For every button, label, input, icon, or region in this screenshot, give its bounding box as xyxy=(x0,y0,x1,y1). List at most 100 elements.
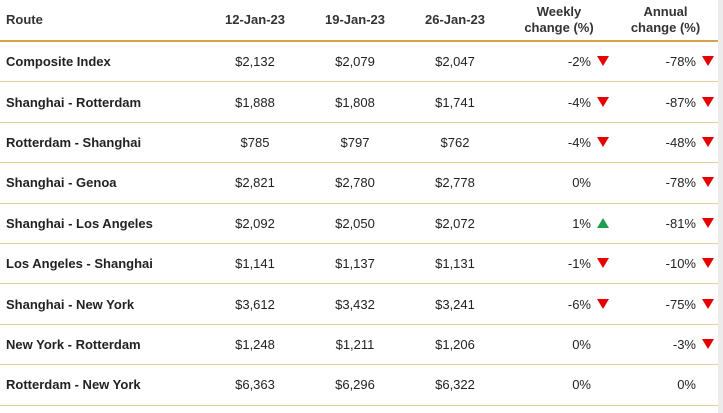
trend-arrow xyxy=(596,378,610,390)
header-text: 12-Jan-23 xyxy=(225,12,285,27)
down-arrow xyxy=(597,56,609,67)
trend-arrow xyxy=(597,217,609,228)
cell-text: $2,072 xyxy=(435,215,475,231)
trend-arrow xyxy=(596,176,610,188)
trend-arrow xyxy=(702,338,714,349)
cell-text: $2,079 xyxy=(335,54,375,70)
cell-text: $1,211 xyxy=(335,336,375,352)
table-row: Composite Index $2,132 $2,079 $2,047 -2% -78% xyxy=(0,41,718,83)
change-cell: -6% xyxy=(505,283,613,325)
route-name: Composite Index xyxy=(0,41,205,83)
rate-cell: $2,821 xyxy=(205,162,305,204)
cell-text: $1,741 xyxy=(435,94,475,110)
cell-text: $1,206 xyxy=(435,336,475,352)
change-cell: 0% xyxy=(505,364,613,406)
down-arrow xyxy=(597,258,609,269)
change-cell: -1% xyxy=(505,243,613,285)
trend-arrow xyxy=(701,378,715,390)
route-name: Shanghai - Los Angeles xyxy=(0,203,205,244)
cell-text: 1% xyxy=(572,215,591,231)
rate-cell: $1,888 xyxy=(205,81,305,123)
rate-cell: $2,132 xyxy=(205,41,305,83)
cell-text: $2,778 xyxy=(435,175,475,191)
rate-cell: $2,079 xyxy=(305,41,405,83)
rate-cell: $2,047 xyxy=(405,41,505,83)
cell-text: $1,248 xyxy=(235,336,275,352)
cell-text: -2% xyxy=(567,54,591,70)
cell-text: Los Angeles - Shanghai xyxy=(6,256,153,272)
change-cell: -78% xyxy=(613,162,718,204)
table-row: Shanghai - Genoa $2,821 $2,780 $2,778 0% -78% xyxy=(0,162,718,204)
rate-cell: $3,612 xyxy=(205,283,305,325)
column-header: 19-Jan-23 xyxy=(305,0,405,42)
cell-text: Shanghai - Rotterdam xyxy=(6,94,142,110)
cell-text: -1% xyxy=(567,256,591,272)
table-row: Shanghai - Los Angeles $2,092 $2,050 $2,072… xyxy=(0,203,718,244)
rate-cell: $1,137 xyxy=(305,243,405,285)
table-row: Los Angeles - Shanghai $1,141 $1,137 $1,131… xyxy=(0,243,718,285)
column-header: Route xyxy=(0,0,205,42)
column-header: Weekly change (%) xyxy=(505,0,613,42)
route-name: Shanghai - Genoa xyxy=(0,162,205,204)
trend-arrow xyxy=(702,298,714,309)
down-arrow xyxy=(702,298,714,309)
rate-cell: $762 xyxy=(405,122,505,164)
header-text: Route xyxy=(6,12,43,27)
change-cell: -75% xyxy=(613,283,718,325)
cell-text: 0% xyxy=(572,336,591,352)
down-arrow xyxy=(702,217,714,228)
cell-text: $1,137 xyxy=(335,256,375,272)
cell-text: 0% xyxy=(572,377,591,393)
header-text: 26-Jan-23 xyxy=(425,12,485,27)
header-text: Weekly change (%) xyxy=(524,4,594,35)
rate-cell: $6,322 xyxy=(405,364,505,406)
cell-text: $785 xyxy=(240,134,270,150)
table-row: New York - Rotterdam $1,248 $1,211 $1,206 0%… xyxy=(0,324,718,366)
cell-text: -78% xyxy=(665,54,696,70)
rate-cell: $1,248 xyxy=(205,324,305,366)
table-body: Composite Index $2,132 $2,079 $2,047 -2% -78%… xyxy=(0,41,718,406)
trend-arrow xyxy=(702,136,714,147)
trend-arrow xyxy=(597,56,609,67)
header-row: Route 12-Jan-23 19-Jan-23 26-Jan-23 Weekly c… xyxy=(0,0,718,42)
header-text: Annual change (%) xyxy=(630,4,701,35)
route-name: Shanghai - Rotterdam xyxy=(0,81,205,123)
cell-text: 0% xyxy=(572,175,591,191)
rate-cell: $2,092 xyxy=(205,203,305,244)
down-arrow xyxy=(702,56,714,67)
change-cell: -48% xyxy=(613,122,718,164)
down-arrow xyxy=(597,96,609,107)
rate-cell: $1,808 xyxy=(305,81,405,123)
route-name: Rotterdam - Shanghai xyxy=(0,122,205,164)
rate-cell: $3,241 xyxy=(405,283,505,325)
column-header: 26-Jan-23 xyxy=(405,0,505,42)
up-arrow xyxy=(597,217,609,228)
trend-arrow xyxy=(597,96,609,107)
cell-text: Shanghai - Genoa xyxy=(6,175,117,191)
cell-text: 0% xyxy=(677,377,696,393)
cell-text: -4% xyxy=(567,134,591,150)
trend-arrow xyxy=(702,217,714,228)
table-row: Rotterdam - Shanghai $785 $797 $762 -4% -48% xyxy=(0,122,718,164)
change-cell: -3% xyxy=(613,324,718,366)
table-row: Shanghai - Rotterdam $1,888 $1,808 $1,741 -4… xyxy=(0,81,718,123)
column-header: 12-Jan-23 xyxy=(205,0,305,42)
cell-text: -4% xyxy=(567,94,591,110)
cell-text: $1,888 xyxy=(235,94,275,110)
trend-arrow xyxy=(597,258,609,269)
route-name: New York - Rotterdam xyxy=(0,324,205,366)
cell-text: $2,132 xyxy=(235,54,275,70)
cell-text: $762 xyxy=(440,134,470,150)
cell-text: $2,821 xyxy=(235,175,275,191)
rate-cell: $2,072 xyxy=(405,203,505,244)
change-cell: -4% xyxy=(505,122,613,164)
change-cell: -78% xyxy=(613,41,718,83)
down-arrow xyxy=(702,338,714,349)
change-cell: 1% xyxy=(505,203,613,244)
trend-arrow xyxy=(702,56,714,67)
header-text: 19-Jan-23 xyxy=(325,12,385,27)
cell-text: $3,612 xyxy=(235,296,275,312)
change-cell: 0% xyxy=(505,162,613,204)
